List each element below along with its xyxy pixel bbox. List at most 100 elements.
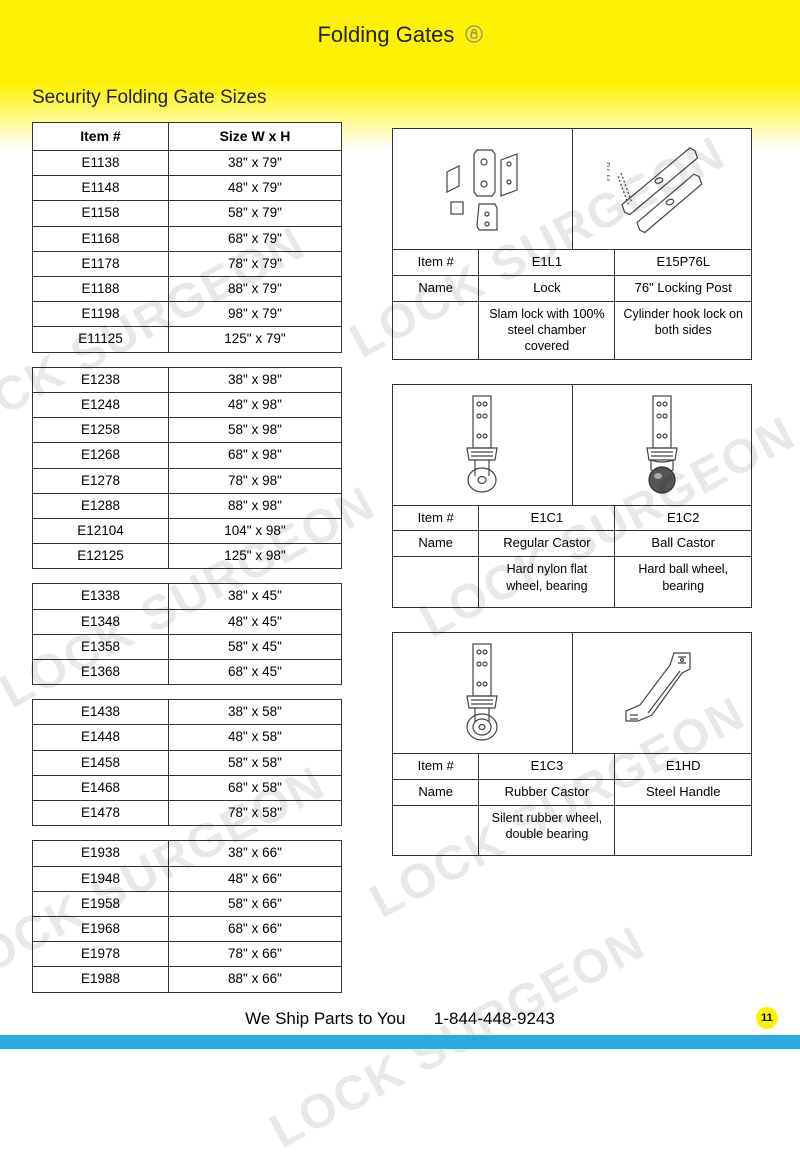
- cell-size: 48" x 58": [168, 725, 341, 750]
- cell-size: 38" x 45": [168, 584, 341, 609]
- cell-item: E1258: [33, 418, 169, 443]
- size-table: E143838" x 58"E144848" x 58"E145858" x 5…: [32, 699, 342, 826]
- footer-text: We Ship Parts to You 1-844-448-9243: [0, 1003, 800, 1035]
- label-empty: [393, 557, 479, 607]
- lock-icon: [465, 23, 483, 49]
- steel-handle-icon: [573, 633, 752, 753]
- size-table: E123838" x 98"E124848" x 98"E125858" x 9…: [32, 367, 342, 570]
- table-row: E116868" x 79": [33, 226, 342, 251]
- col-header-item: Item #: [33, 123, 169, 151]
- page-title: Folding Gates: [0, 22, 800, 49]
- label-item: Item #: [393, 250, 479, 276]
- product-images-row: H 76": [393, 129, 751, 249]
- cell-size: 58" x 98": [168, 418, 341, 443]
- footer-ship: We Ship Parts to You: [245, 1009, 405, 1028]
- product-images-row: [393, 633, 751, 753]
- table-row: E126868" x 98": [33, 443, 342, 468]
- table-row: E133838" x 45": [33, 584, 342, 609]
- cell-item: E1978: [33, 942, 169, 967]
- page-number-badge: 11: [756, 1007, 778, 1029]
- cell-size: 104" x 98": [168, 518, 341, 543]
- table-row: E12125125" x 98": [33, 544, 342, 569]
- cell-size: 88" x 98": [168, 493, 341, 518]
- table-row: E118888" x 79": [33, 276, 342, 301]
- cell-size: 58" x 79": [168, 201, 341, 226]
- section-subtitle: Security Folding Gate Sizes: [32, 87, 800, 109]
- cell-item: E1178: [33, 251, 169, 276]
- table-row: E144848" x 58": [33, 725, 342, 750]
- table-row: E136868" x 45": [33, 660, 342, 685]
- label-name: Name: [393, 779, 479, 805]
- cell-item: E1288: [33, 493, 169, 518]
- table-row: E195858" x 66": [33, 891, 342, 916]
- cell-size: 78" x 58": [168, 801, 341, 826]
- cell-item: E1168: [33, 226, 169, 251]
- cell-item: E1348: [33, 609, 169, 634]
- product-item: E15P76L: [615, 250, 751, 276]
- product-item: E1C3: [479, 753, 615, 779]
- title-text: Folding Gates: [317, 22, 454, 47]
- cell-item: E1358: [33, 634, 169, 659]
- product-item: E1C2: [615, 505, 751, 531]
- table-row: E147878" x 58": [33, 801, 342, 826]
- product-item: E1C1: [479, 505, 615, 531]
- cell-item: E1438: [33, 700, 169, 725]
- table-row: E135858" x 45": [33, 634, 342, 659]
- svg-text:H 76": H 76": [607, 158, 612, 180]
- product-desc: Hard ball wheel, bearing: [615, 557, 751, 607]
- table-row: E194848" x 66": [33, 866, 342, 891]
- table-row: E11125125" x 79": [33, 327, 342, 352]
- product-desc: Cylinder hook lock on both sides: [615, 301, 751, 358]
- product-block: Item #E1C1E1C2NameRegular CastorBall Cas…: [392, 384, 752, 608]
- label-empty: [393, 805, 479, 855]
- label-item: Item #: [393, 753, 479, 779]
- table-row: E128888" x 98": [33, 493, 342, 518]
- product-name: Lock: [479, 275, 615, 301]
- cell-item: E1478: [33, 801, 169, 826]
- cell-size: 98" x 79": [168, 302, 341, 327]
- cell-size: 48" x 66": [168, 866, 341, 891]
- cell-item: E1278: [33, 468, 169, 493]
- table-row: E114848" x 79": [33, 176, 342, 201]
- cell-size: 48" x 79": [168, 176, 341, 201]
- size-table: E193838" x 66"E194848" x 66"E195858" x 6…: [32, 840, 342, 992]
- lock-parts-icon: [393, 129, 573, 249]
- castor-rubber-icon: [393, 633, 573, 753]
- cell-size: 38" x 66": [168, 841, 341, 866]
- cell-size: 48" x 98": [168, 392, 341, 417]
- cell-size: 68" x 45": [168, 660, 341, 685]
- cell-size: 78" x 79": [168, 251, 341, 276]
- cell-item: E1198: [33, 302, 169, 327]
- product-block: H 76"Item #E1L1E15P76LNameLock76" Lockin…: [392, 128, 752, 360]
- cell-size: 125" x 98": [168, 544, 341, 569]
- product-desc: Hard nylon flat wheel, bearing: [479, 557, 615, 607]
- cell-size: 78" x 98": [168, 468, 341, 493]
- table-row: E113838" x 79": [33, 150, 342, 175]
- table-row: E143838" x 58": [33, 700, 342, 725]
- product-name: Ball Castor: [615, 531, 751, 557]
- table-row: E145858" x 58": [33, 750, 342, 775]
- cell-item: E1948: [33, 866, 169, 891]
- product-images-row: [393, 385, 751, 505]
- content-area: Item #Size W x HE113838" x 79"E114848" x…: [0, 122, 800, 1007]
- table-row: E12104104" x 98": [33, 518, 342, 543]
- product-name: 76" Locking Post: [615, 275, 751, 301]
- footer-bar: [0, 1035, 800, 1049]
- table-row: E193838" x 66": [33, 841, 342, 866]
- table-row: E197878" x 66": [33, 942, 342, 967]
- cell-size: 38" x 98": [168, 367, 341, 392]
- table-row: E123838" x 98": [33, 367, 342, 392]
- castor-ball-icon: [573, 385, 752, 505]
- cell-size: 68" x 79": [168, 226, 341, 251]
- table-row: E146868" x 58": [33, 775, 342, 800]
- table-row: E198888" x 66": [33, 967, 342, 992]
- cell-size: 125" x 79": [168, 327, 341, 352]
- label-empty: [393, 301, 479, 358]
- page-footer: We Ship Parts to You 1-844-448-9243: [0, 1003, 800, 1049]
- cell-item: E1988: [33, 967, 169, 992]
- table-row: E127878" x 98": [33, 468, 342, 493]
- table-row: E117878" x 79": [33, 251, 342, 276]
- size-table: E133838" x 45"E134848" x 45"E135858" x 4…: [32, 583, 342, 685]
- cell-size: 68" x 98": [168, 443, 341, 468]
- cell-item: E12125: [33, 544, 169, 569]
